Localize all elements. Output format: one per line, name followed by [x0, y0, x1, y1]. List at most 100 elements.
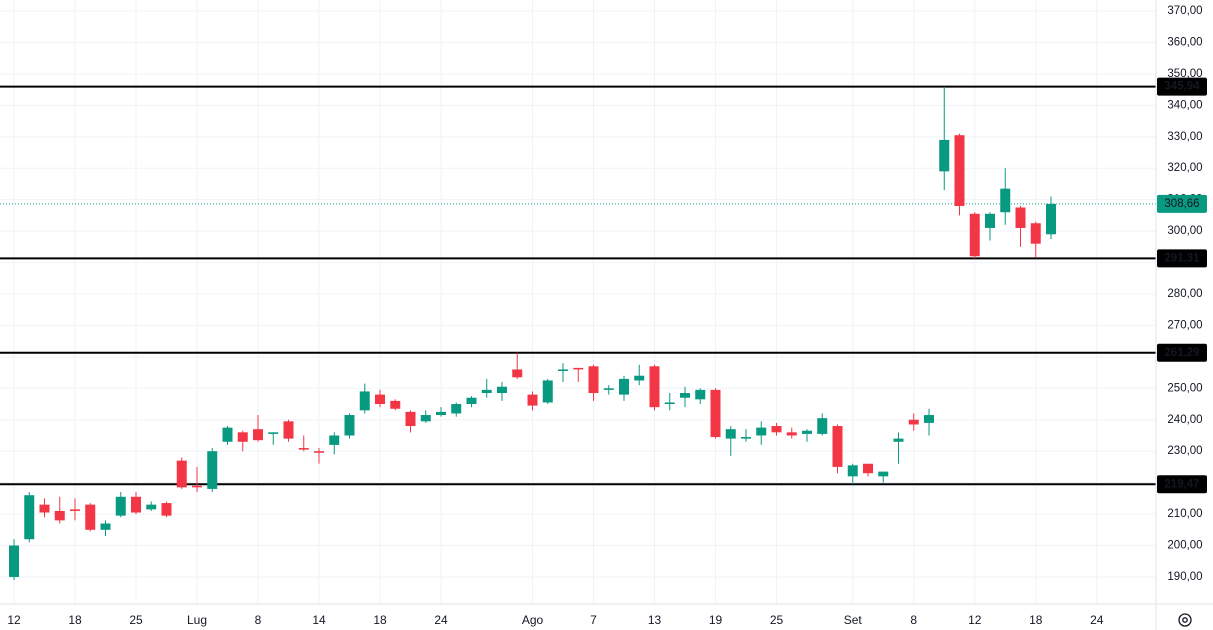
candle-body [131, 496, 141, 513]
candle-body [863, 463, 873, 474]
level-label-box [1157, 475, 1207, 494]
x-tick-label: 18 [373, 613, 387, 627]
candle-body [634, 375, 645, 381]
candle-body [176, 460, 187, 488]
candle-body [497, 386, 507, 394]
candles [9, 86, 1056, 581]
candle-body [70, 509, 80, 511]
y-tick-label: 190,00 [1167, 571, 1202, 583]
last-price-box [1157, 194, 1207, 213]
candle-body [619, 378, 629, 395]
candle-body [847, 465, 858, 477]
candle-body [115, 496, 126, 516]
x-tick-label: 12 [968, 613, 982, 627]
candle-body [192, 485, 202, 488]
y-tick-label: 230,00 [1167, 445, 1202, 457]
candle-body [985, 213, 995, 228]
candle-body [100, 523, 111, 530]
candle-body [466, 397, 477, 405]
candle-body [558, 369, 568, 372]
x-tick-label: 7 [590, 613, 597, 627]
candle-body [344, 415, 355, 436]
candle-body [802, 430, 812, 434]
candle-body [588, 366, 599, 394]
level-label: 291,31 [1164, 252, 1200, 264]
x-tick-label: 14 [312, 613, 326, 627]
candle-body [436, 411, 446, 416]
candle-body [527, 394, 538, 406]
candle-body [207, 451, 218, 489]
candle-body [680, 393, 690, 398]
candle-body [237, 432, 248, 442]
candle-body [1046, 203, 1056, 235]
candle-body [603, 388, 614, 390]
candle-body [924, 415, 934, 423]
x-tick-label: 24 [434, 613, 448, 627]
candle-body [146, 504, 157, 510]
x-tick-label: 8 [255, 613, 262, 627]
last-price-label: 308,66 [1164, 198, 1199, 210]
candle-body [878, 471, 889, 477]
candle-body [161, 503, 172, 516]
candle-body [314, 451, 324, 453]
y-tick-label: 340,00 [1167, 99, 1202, 111]
candle-body [908, 419, 919, 425]
level-label: 345,94 [1164, 81, 1200, 93]
y-tick-label: 320,00 [1167, 162, 1202, 174]
candle-body [405, 411, 416, 427]
x-tick-label: 8 [910, 613, 917, 627]
y-tick-label: 300,00 [1167, 225, 1202, 237]
candle-body [832, 426, 843, 467]
settings-icon[interactable] [1178, 613, 1192, 627]
candle-body [542, 380, 553, 403]
candle-body [390, 400, 401, 409]
candle-body [359, 391, 370, 411]
candle-body [1000, 188, 1011, 213]
x-tick-label: 13 [648, 613, 662, 627]
candle-body [420, 415, 431, 422]
y-tick-label: 350,00 [1167, 68, 1202, 80]
candle-body [54, 510, 65, 521]
candle-body [375, 394, 385, 405]
grid [0, 0, 1156, 604]
y-tick-label: 240,00 [1167, 414, 1202, 426]
candle-body [268, 432, 279, 434]
candle-body [741, 437, 751, 439]
y-tick-label: 270,00 [1167, 319, 1202, 331]
level-label-box [1157, 77, 1207, 96]
level-label: 219,47 [1164, 478, 1199, 490]
candle-body [756, 427, 767, 436]
y-tick-label: 360,00 [1167, 36, 1202, 48]
candle-body [24, 495, 35, 540]
settings-icon-core [1182, 617, 1188, 623]
x-tick-label: 25 [129, 613, 143, 627]
candle-body [451, 404, 462, 414]
candle-body [817, 418, 828, 434]
axis: 12 18 25 Lug 8 14 18 24 Ago 7 13 19 25 Set 8 12 18 24 190,… [7, 5, 1207, 627]
candle-body [329, 435, 340, 445]
candle-body [969, 213, 980, 257]
x-tick-label: Set [844, 613, 863, 627]
candle-body [786, 432, 797, 436]
x-tick-label: 18 [1029, 613, 1043, 627]
level-label-box [1157, 249, 1207, 268]
candle-body [481, 389, 492, 394]
candle-body [222, 427, 233, 442]
candle-body [1030, 223, 1041, 244]
y-tick-label: 280,00 [1167, 288, 1202, 300]
candle-body [298, 448, 309, 450]
x-tick-label: Ago [522, 613, 544, 627]
x-tick-label: 18 [68, 613, 82, 627]
candle-body [512, 369, 523, 378]
candle-body [893, 438, 904, 442]
x-tick-label: 19 [709, 613, 723, 627]
levels [0, 85, 1156, 486]
x-tick-label: Lug [187, 613, 207, 627]
candle-body [664, 402, 675, 405]
candle-body [85, 504, 96, 530]
x-tick-label: 25 [770, 613, 784, 627]
candle-body [1015, 207, 1026, 228]
